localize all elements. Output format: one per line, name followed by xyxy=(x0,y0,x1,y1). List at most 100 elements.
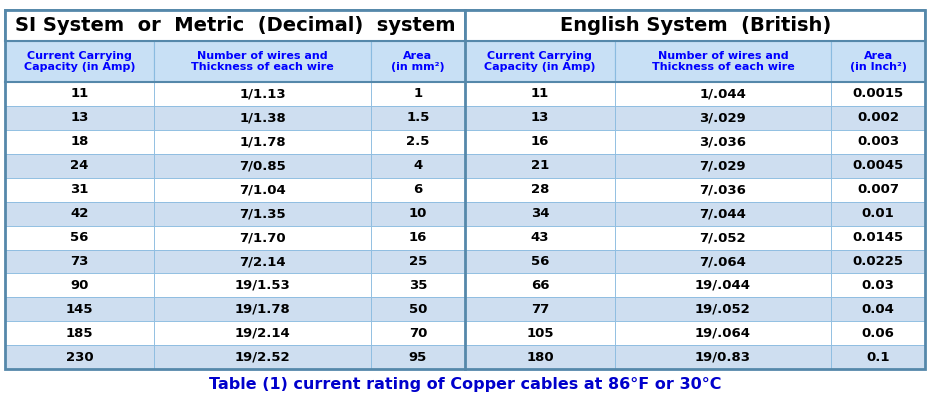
Text: 25: 25 xyxy=(408,255,427,268)
Text: 90: 90 xyxy=(71,279,88,292)
Bar xyxy=(371,154,465,178)
Text: 0.04: 0.04 xyxy=(862,303,895,316)
Text: 0.0225: 0.0225 xyxy=(853,255,904,268)
Text: 13: 13 xyxy=(531,111,549,124)
Bar xyxy=(831,202,925,226)
Bar xyxy=(5,82,154,106)
Text: 50: 50 xyxy=(408,303,427,316)
Text: 7/.064: 7/.064 xyxy=(699,255,747,268)
Bar xyxy=(465,41,615,82)
Bar xyxy=(465,297,615,322)
Text: 0.007: 0.007 xyxy=(857,183,899,196)
Bar xyxy=(615,202,831,226)
Bar xyxy=(154,250,371,273)
Bar xyxy=(615,154,831,178)
Text: 7/2.14: 7/2.14 xyxy=(239,255,286,268)
Bar xyxy=(154,82,371,106)
Bar xyxy=(371,41,465,82)
Bar xyxy=(831,41,925,82)
Bar xyxy=(465,106,615,130)
Bar xyxy=(615,226,831,250)
Bar xyxy=(831,178,925,202)
Text: 7/1.04: 7/1.04 xyxy=(239,183,286,196)
Bar xyxy=(154,345,371,369)
Text: 35: 35 xyxy=(408,279,427,292)
Bar xyxy=(371,82,465,106)
Text: 19/.052: 19/.052 xyxy=(695,303,751,316)
Bar xyxy=(371,130,465,154)
Text: 7/.029: 7/.029 xyxy=(699,159,746,172)
Bar xyxy=(831,226,925,250)
Text: 18: 18 xyxy=(71,135,88,149)
Text: 7/1.35: 7/1.35 xyxy=(239,207,286,220)
Bar xyxy=(831,297,925,322)
Bar xyxy=(371,202,465,226)
Bar xyxy=(465,10,925,41)
Text: 19/.064: 19/.064 xyxy=(695,327,751,340)
Bar xyxy=(154,202,371,226)
Text: Area
(in mm²): Area (in mm²) xyxy=(391,51,445,72)
Bar xyxy=(154,226,371,250)
Bar xyxy=(831,273,925,297)
Bar xyxy=(371,322,465,345)
Text: Number of wires and
Thickness of each wire: Number of wires and Thickness of each wi… xyxy=(652,51,794,72)
Bar xyxy=(615,41,831,82)
Text: 66: 66 xyxy=(531,279,549,292)
Text: Table (1) current rating of Copper cables at 86°F or 30°C: Table (1) current rating of Copper cable… xyxy=(208,377,722,392)
Bar xyxy=(5,10,465,41)
Bar xyxy=(465,322,615,345)
Bar xyxy=(615,273,831,297)
Text: 230: 230 xyxy=(66,351,93,364)
Bar xyxy=(465,250,615,273)
Text: Current Carrying
Capacity (in Amp): Current Carrying Capacity (in Amp) xyxy=(485,51,595,72)
Bar xyxy=(465,273,615,297)
Bar xyxy=(154,106,371,130)
Bar xyxy=(465,178,615,202)
Bar xyxy=(371,345,465,369)
Bar xyxy=(831,250,925,273)
Text: 7/.036: 7/.036 xyxy=(699,183,747,196)
Bar xyxy=(371,178,465,202)
Text: 70: 70 xyxy=(408,327,427,340)
Text: 0.003: 0.003 xyxy=(857,135,899,149)
Bar xyxy=(5,273,154,297)
Bar xyxy=(615,82,831,106)
Text: 19/2.14: 19/2.14 xyxy=(234,327,290,340)
Text: 19/1.78: 19/1.78 xyxy=(234,303,290,316)
Text: English System  (British): English System (British) xyxy=(560,16,830,35)
Bar xyxy=(371,297,465,322)
Text: 19/2.52: 19/2.52 xyxy=(234,351,290,364)
Bar xyxy=(5,41,154,82)
Bar xyxy=(465,226,615,250)
Bar xyxy=(5,250,154,273)
Bar xyxy=(371,273,465,297)
Bar xyxy=(465,130,615,154)
Bar xyxy=(5,202,154,226)
Text: 16: 16 xyxy=(531,135,549,149)
Bar xyxy=(5,178,154,202)
Bar xyxy=(5,297,154,322)
Text: 2.5: 2.5 xyxy=(406,135,430,149)
Bar xyxy=(831,154,925,178)
Text: 1/1.13: 1/1.13 xyxy=(239,87,286,100)
Bar xyxy=(154,130,371,154)
Text: SI System  or  Metric  (Decimal)  system: SI System or Metric (Decimal) system xyxy=(15,16,455,35)
Bar xyxy=(5,130,154,154)
Bar xyxy=(465,202,615,226)
Bar xyxy=(371,226,465,250)
Bar xyxy=(615,106,831,130)
Text: 11: 11 xyxy=(71,87,88,100)
Text: 28: 28 xyxy=(531,183,549,196)
Text: 31: 31 xyxy=(71,183,88,196)
Text: 19/1.53: 19/1.53 xyxy=(234,279,290,292)
Bar xyxy=(831,322,925,345)
Bar xyxy=(5,154,154,178)
Bar xyxy=(371,250,465,273)
Text: 16: 16 xyxy=(408,231,427,244)
Bar xyxy=(5,345,154,369)
Text: 0.03: 0.03 xyxy=(862,279,895,292)
Bar xyxy=(615,322,831,345)
Text: 0.1: 0.1 xyxy=(867,351,890,364)
Text: Current Carrying
Capacity (in Amp): Current Carrying Capacity (in Amp) xyxy=(24,51,135,72)
Bar xyxy=(831,106,925,130)
